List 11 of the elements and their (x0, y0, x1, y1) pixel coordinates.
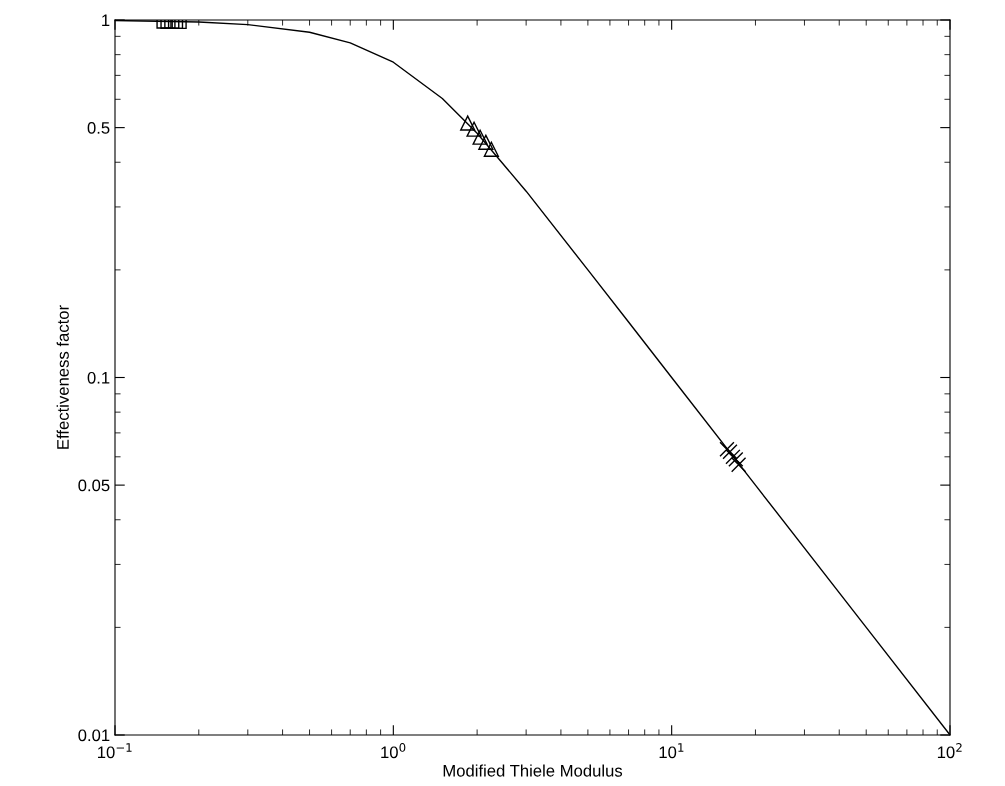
y-tick-label: 1 (102, 14, 110, 27)
y-tick-label: 0.01 (78, 729, 110, 742)
x-tick-label: 10$^{−1}$ (98, 743, 132, 759)
x-tick-label: 10$^{2}$ (937, 743, 962, 759)
y-tick-label: 0.5 (87, 122, 110, 134)
x-tick-label: 10$^{0}$ (381, 743, 406, 759)
y-tick-label: 0.05 (78, 479, 110, 492)
y-tick-label: 0.1 (87, 371, 110, 384)
y-axis-title: Effectiveness factor (56, 305, 69, 449)
x-axis-title: Modified Thiele Modulus (443, 764, 623, 777)
x-tick-label: 10$^{1}$ (659, 743, 684, 759)
